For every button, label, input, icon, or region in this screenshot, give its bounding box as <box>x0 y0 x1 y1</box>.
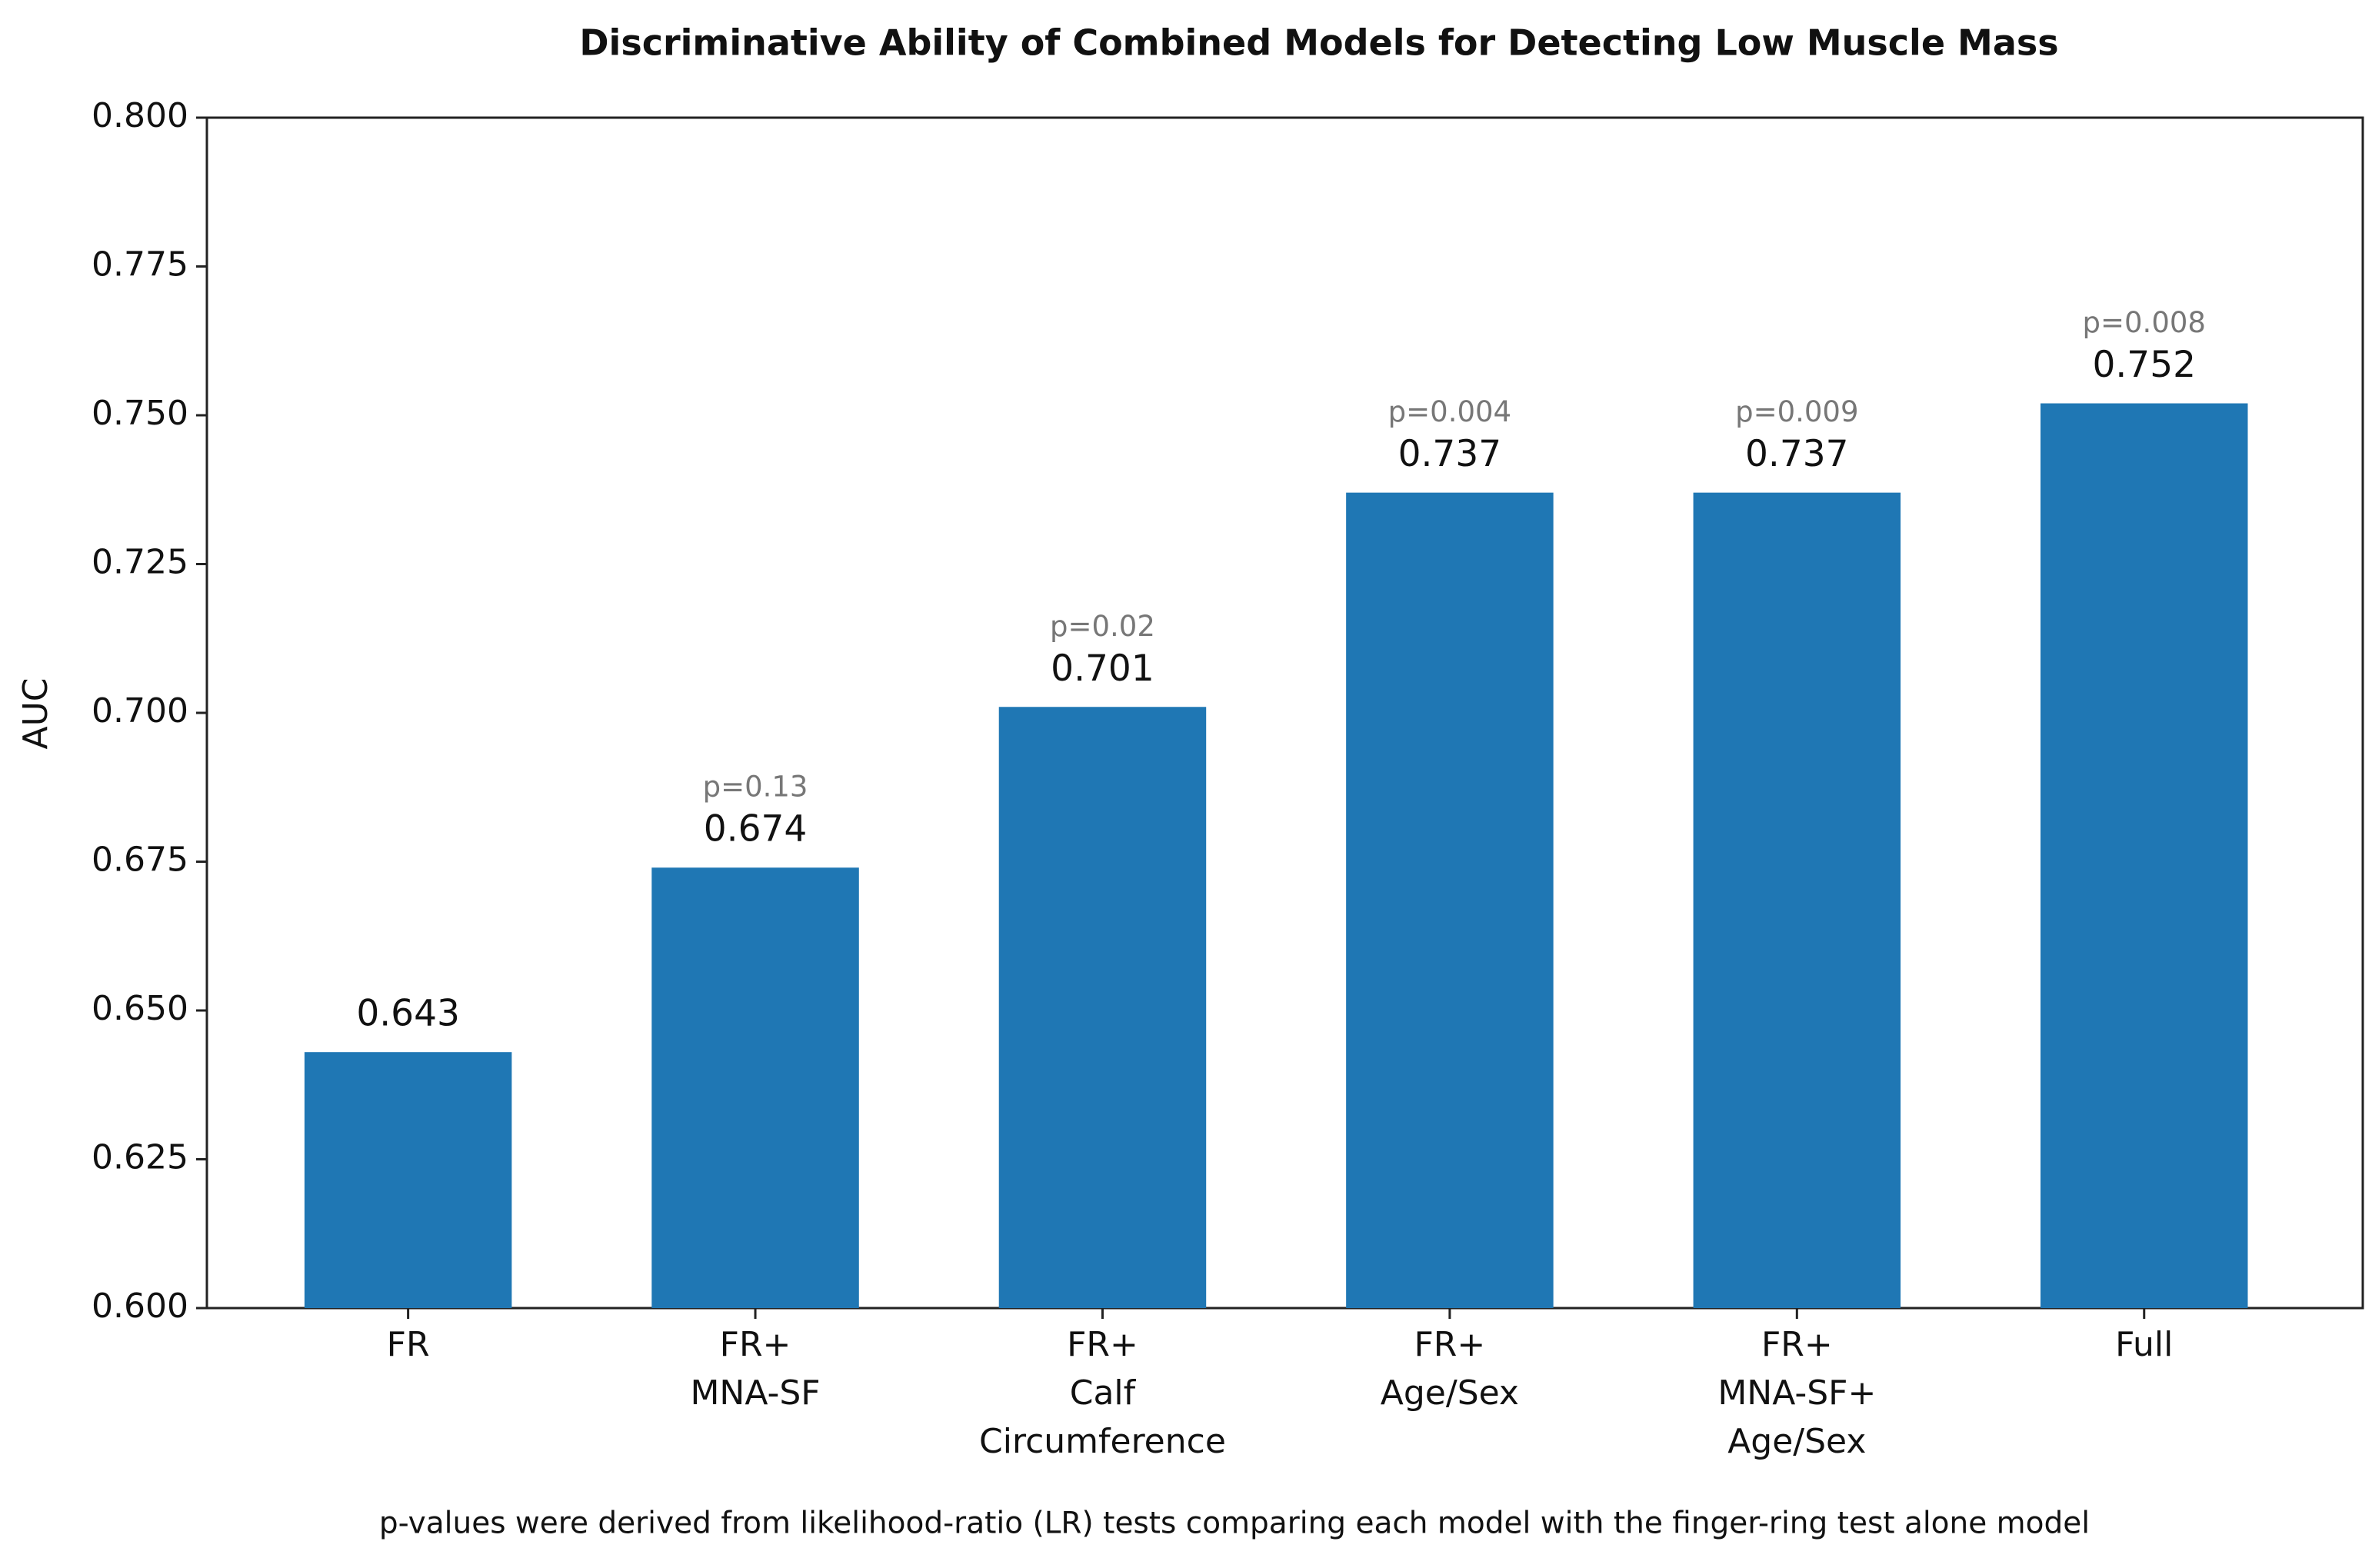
x-tick-label: FR <box>386 1325 430 1364</box>
value-label: 0.674 <box>704 808 808 851</box>
value-label: 0.643 <box>356 993 460 1035</box>
x-tick-label: FR+ Age/Sex <box>1380 1325 1519 1413</box>
bar <box>304 1052 512 1308</box>
x-tick-label: FR+ MNA-SF+ Age/Sex <box>1717 1325 1877 1461</box>
y-tick-label: 0.600 <box>92 1287 188 1326</box>
value-label: 0.701 <box>1051 648 1154 690</box>
y-tick-label: 0.725 <box>92 543 188 582</box>
bar <box>998 707 1207 1308</box>
p-value-label: p=0.02 <box>1050 610 1155 643</box>
plot-frame <box>205 116 2364 1310</box>
y-tick-label: 0.700 <box>92 691 188 731</box>
x-tick-label: FR+ MNA-SF <box>690 1325 821 1413</box>
y-tick-label: 0.675 <box>92 841 188 880</box>
y-tick-label: 0.750 <box>92 394 188 433</box>
y-tick-label: 0.625 <box>92 1138 188 1177</box>
y-tick-label: 0.800 <box>92 96 188 135</box>
y-axis-label: AUC <box>16 677 55 749</box>
bar <box>651 867 859 1308</box>
bar <box>1346 492 1554 1308</box>
value-label: 0.737 <box>1398 433 1502 475</box>
chart-title: Discriminative Ability of Combined Model… <box>579 22 2058 64</box>
value-label: 0.752 <box>2092 344 2196 386</box>
p-value-label: p=0.008 <box>2083 306 2206 339</box>
x-tick-label: Full <box>2115 1325 2174 1364</box>
p-value-label: p=0.004 <box>1388 395 1511 428</box>
footnote: p-values were derived from likelihood-ra… <box>379 1506 2090 1541</box>
p-value-label: p=0.009 <box>1735 395 1858 428</box>
bar <box>1693 492 1901 1308</box>
p-value-label: p=0.13 <box>703 771 808 804</box>
bar <box>2041 403 2248 1308</box>
value-label: 0.737 <box>1745 433 1849 475</box>
y-tick-label: 0.775 <box>92 245 188 285</box>
x-tick-label: FR+ Calf Circumference <box>978 1325 1226 1461</box>
y-tick-label: 0.650 <box>92 989 188 1028</box>
